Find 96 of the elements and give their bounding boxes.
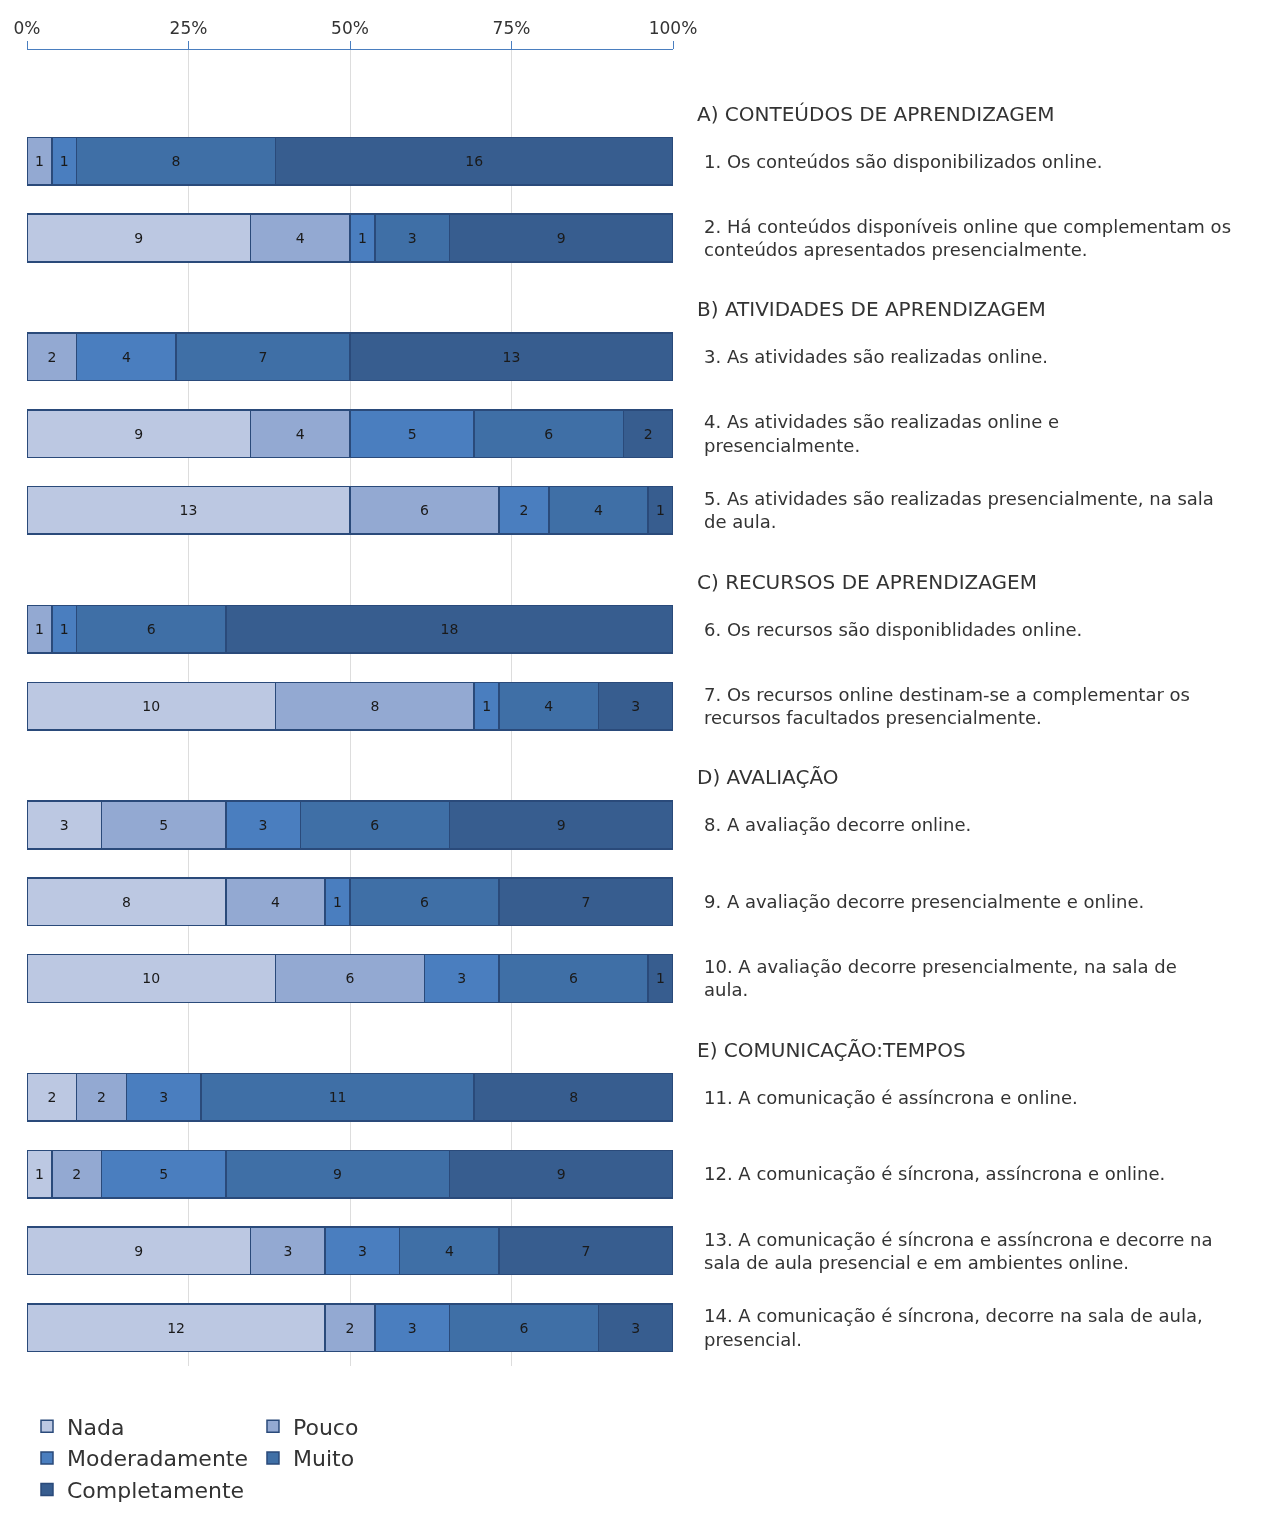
y-tick-label: 4. As atividades são realizadas online e presencialmente. — [704, 411, 1060, 456]
data-label: 8 — [121, 893, 131, 910]
y-tick-label: 7. Os recursos online destinam-se a complementar os recursos facultados presencialmente. — [704, 683, 1190, 729]
data-label: 10 — [142, 970, 161, 987]
data-label: 6 — [370, 817, 380, 834]
data-label: 13 — [502, 348, 521, 365]
y-tick-label: 2. Há conteúdos disponíveis online que complementam os conteúdos apresentados presencialmente. — [704, 215, 1232, 260]
x2-tick-label: 0% — [13, 18, 41, 39]
legend-label: Nada — [67, 1414, 125, 1440]
data-label: 1 — [59, 621, 69, 638]
data-label: 2 — [47, 348, 57, 365]
data-label: 3 — [258, 817, 268, 834]
data-label: 2 — [643, 425, 653, 442]
x2-tick-label: 100% — [648, 18, 698, 39]
data-label: 7 — [258, 348, 268, 365]
data-label: 2 — [72, 1166, 82, 1183]
data-label: 3 — [159, 1089, 169, 1106]
y-tick-label: 10. A avaliação decorre presencialmente, na sala de aula. — [704, 956, 1177, 1001]
data-label: 8 — [569, 1089, 579, 1106]
text: E) COMUNICAÇÃO:TEMPOS — [697, 1038, 966, 1062]
y-tick-label: 14. A comunicação é síncrona, decorre na sala de aula, presencial. — [704, 1305, 1203, 1350]
data-label: 3 — [59, 817, 69, 834]
data-label: 1 — [333, 893, 343, 910]
data-label: 2 — [519, 502, 529, 519]
data-label: 1 — [656, 970, 666, 987]
data-label: 4 — [121, 348, 131, 365]
data-label: 4 — [270, 893, 280, 910]
data-label: 9 — [134, 425, 144, 442]
data-label: 5 — [159, 1166, 169, 1183]
data-label: 1 — [482, 698, 492, 715]
data-label: 7 — [581, 893, 591, 910]
data-label: 3 — [457, 970, 467, 987]
data-label: 4 — [444, 1242, 454, 1259]
y-tick-label: 6. Os recursos são disponiblidades online. — [704, 618, 1083, 640]
data-label: 2 — [345, 1319, 355, 1336]
data-label: 3 — [407, 1319, 417, 1336]
text: D) AVALIAÇÃO — [697, 765, 839, 789]
legend-label: Muito — [292, 1446, 355, 1472]
y-tick-label: 11. A comunicação é assíncrona e online. — [704, 1086, 1078, 1108]
y-tick-label: 13. A comunicação é síncrona e assíncrona e decorre na sala de aula presencial e em ambientes online. — [704, 1228, 1213, 1273]
x2-tick-label: 50% — [331, 18, 369, 39]
data-label: 6 — [146, 621, 156, 638]
data-label: 5 — [407, 425, 417, 442]
data-label: 6 — [519, 1319, 529, 1336]
legend-label: Pouco — [292, 1414, 359, 1440]
data-label: 1 — [656, 502, 666, 519]
data-label: 3 — [357, 1242, 367, 1259]
data-label: 6 — [345, 970, 355, 987]
data-label: 13 — [179, 502, 198, 519]
y-tick-label: 12. A comunicação é síncrona, assíncrona e online. — [704, 1163, 1166, 1185]
y-tick-label: 5. As atividades são realizadas presencialmente, na sala de aula. — [704, 488, 1214, 533]
data-label: 8 — [370, 698, 380, 715]
data-label: 2 — [97, 1089, 106, 1106]
data-label: 4 — [593, 502, 603, 519]
data-label: 9 — [134, 230, 144, 246]
data-label: 12 — [167, 1319, 185, 1336]
data-label: 9 — [556, 1166, 566, 1183]
data-label: 8 — [171, 153, 181, 170]
y-tick-label: 8. A avaliação decorre online. — [704, 814, 972, 836]
data-label: 9 — [333, 1166, 343, 1183]
x2-tick-label: 25% — [169, 18, 208, 39]
data-label: 3 — [283, 1242, 293, 1259]
x2-tick-label: 75% — [492, 18, 531, 39]
data-label: 11 — [328, 1089, 347, 1106]
text: B) ATIVIDADES DE APRENDIZAGEM — [697, 297, 1046, 321]
data-label: 6 — [420, 502, 430, 519]
data-label: 4 — [295, 425, 305, 442]
data-label: 1 — [357, 230, 367, 246]
y-tick-label: 9. A avaliação decorre presencialmente e online. — [704, 891, 1145, 913]
data-label: 6 — [420, 893, 430, 910]
data-label: 18 — [440, 621, 459, 638]
data-label: 6 — [544, 425, 554, 442]
y-tick-label: 3. As atividades são realizadas online. — [704, 346, 1049, 368]
data-label: 9 — [556, 817, 566, 834]
data-label: 16 — [465, 153, 484, 170]
data-label: 1 — [34, 1166, 44, 1183]
data-label: 4 — [295, 230, 305, 246]
data-label: 6 — [569, 970, 579, 987]
data-label: 1 — [34, 621, 44, 638]
data-label: 9 — [556, 230, 566, 246]
text: A) CONTEÚDOS DE APRENDIZAGEM — [697, 102, 1055, 126]
data-label: 1 — [59, 153, 69, 170]
data-label: 9 — [134, 1242, 144, 1259]
data-label: 7 — [581, 1242, 591, 1259]
data-label: 3 — [631, 698, 641, 715]
data-label: 3 — [407, 230, 417, 246]
legend-label: Moderadamente — [67, 1446, 248, 1472]
data-label: 10 — [142, 698, 161, 715]
data-label: 3 — [631, 1319, 641, 1336]
data-label: 4 — [544, 698, 554, 715]
y-tick-label: 1. Os conteúdos são disponibilizados online. — [704, 150, 1103, 172]
legend-label: Completamente — [67, 1478, 245, 1504]
text: C) RECURSOS DE APRENDIZAGEM — [697, 570, 1037, 594]
data-label: 5 — [159, 817, 169, 834]
data-label: 2 — [47, 1089, 57, 1106]
data-label: 1 — [34, 153, 44, 170]
